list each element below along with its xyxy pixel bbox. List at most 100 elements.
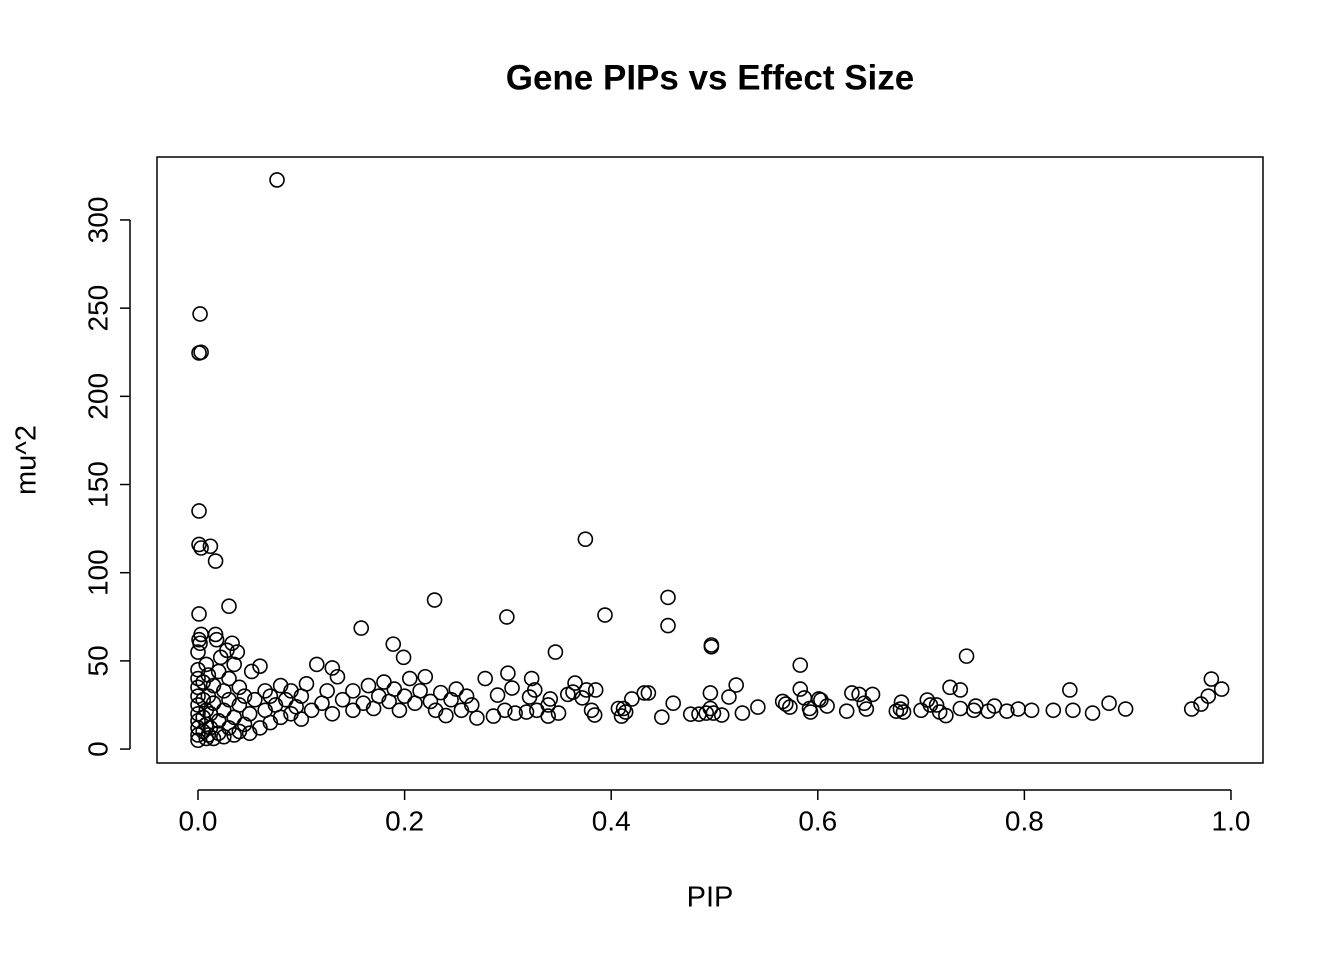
point xyxy=(774,693,791,710)
point xyxy=(1193,696,1209,712)
x-tick-label: 0.2 xyxy=(385,805,424,836)
point xyxy=(386,681,403,697)
point xyxy=(205,730,222,747)
point xyxy=(698,705,715,721)
point xyxy=(750,699,766,715)
point xyxy=(401,670,418,687)
point xyxy=(208,631,225,648)
point xyxy=(1023,702,1040,719)
point xyxy=(207,626,224,643)
point xyxy=(615,700,632,717)
point xyxy=(560,686,576,703)
point xyxy=(518,704,535,720)
point xyxy=(1010,701,1026,717)
point xyxy=(1062,682,1078,698)
point xyxy=(191,606,207,622)
y-tick-label: 200 xyxy=(82,373,113,420)
y-tick-label: 250 xyxy=(82,285,113,332)
point xyxy=(257,683,273,699)
point xyxy=(303,702,320,719)
point xyxy=(205,695,222,712)
point xyxy=(500,665,516,682)
x-tick-label: 0.6 xyxy=(798,805,837,836)
point xyxy=(583,702,600,719)
point xyxy=(691,706,707,722)
point xyxy=(529,702,545,719)
point xyxy=(958,648,975,664)
x-tick-label: 0.8 xyxy=(1005,805,1044,836)
point xyxy=(192,635,208,652)
point xyxy=(422,693,439,710)
point xyxy=(942,679,958,696)
point xyxy=(864,686,881,703)
point xyxy=(851,686,867,703)
point xyxy=(417,668,434,685)
point xyxy=(231,679,248,696)
point xyxy=(1065,702,1081,719)
point xyxy=(458,688,475,704)
point xyxy=(1084,705,1101,721)
point xyxy=(309,656,325,673)
point xyxy=(660,617,676,634)
point xyxy=(469,710,485,726)
point xyxy=(702,685,719,701)
point xyxy=(334,691,351,708)
point xyxy=(345,702,361,719)
point xyxy=(682,706,699,722)
point xyxy=(229,644,246,660)
point xyxy=(448,681,465,697)
point xyxy=(216,728,232,745)
point xyxy=(191,503,207,519)
point xyxy=(272,709,289,726)
x-tick-label: 0.4 xyxy=(592,805,631,836)
point xyxy=(792,681,809,697)
y-tick-label: 150 xyxy=(82,461,113,508)
point xyxy=(640,685,657,701)
point xyxy=(613,708,630,724)
point xyxy=(636,685,653,701)
point xyxy=(796,690,813,706)
point xyxy=(913,702,929,719)
point xyxy=(792,657,809,673)
point xyxy=(1117,701,1134,717)
point xyxy=(360,677,377,694)
point xyxy=(319,683,335,699)
point xyxy=(617,704,634,720)
point xyxy=(395,649,412,666)
point xyxy=(252,658,268,674)
point xyxy=(523,670,540,687)
point xyxy=(195,709,211,726)
point xyxy=(952,700,969,717)
point xyxy=(703,638,720,655)
point xyxy=(734,705,751,721)
point xyxy=(191,536,207,553)
point xyxy=(965,702,982,719)
point xyxy=(888,703,905,719)
point xyxy=(1045,702,1062,719)
point xyxy=(376,674,392,690)
point xyxy=(269,172,285,188)
point xyxy=(412,683,428,699)
plot-box xyxy=(156,156,1264,764)
point xyxy=(1213,681,1230,697)
point xyxy=(665,695,681,712)
point xyxy=(226,656,242,673)
point xyxy=(353,620,370,636)
y-axis-label: mu^2 xyxy=(11,425,43,495)
point xyxy=(728,677,744,693)
point xyxy=(345,683,361,699)
point xyxy=(221,670,237,687)
point xyxy=(777,696,794,712)
point xyxy=(721,689,737,705)
y-tick-label: 300 xyxy=(82,197,113,244)
y-tick-label: 50 xyxy=(82,645,113,676)
point xyxy=(324,660,341,676)
point xyxy=(624,691,640,707)
point xyxy=(396,688,413,704)
point xyxy=(324,705,341,722)
point xyxy=(610,700,627,717)
point xyxy=(278,691,294,708)
point xyxy=(577,531,594,547)
